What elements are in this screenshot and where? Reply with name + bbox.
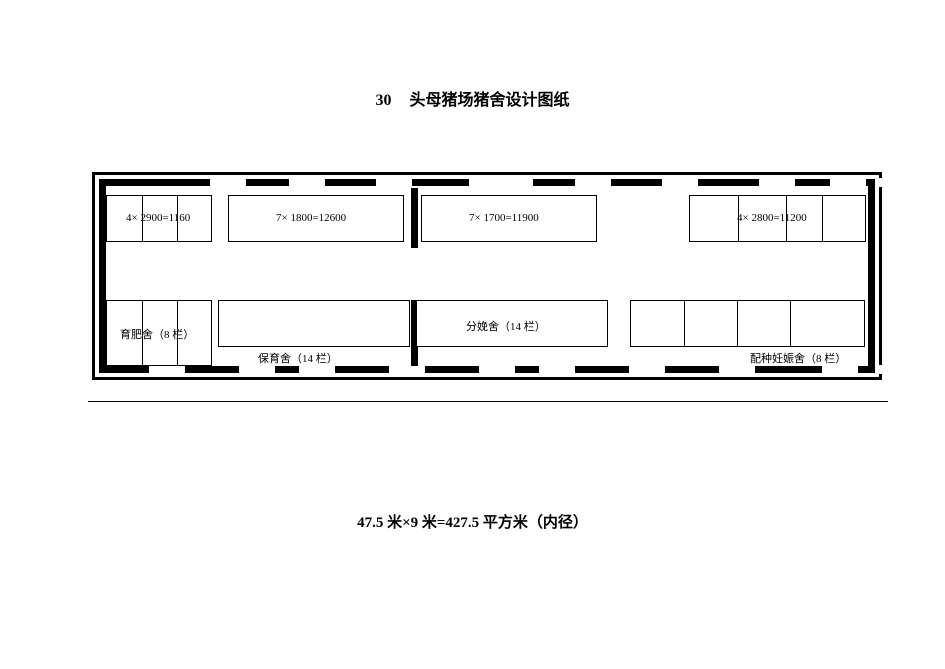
wall-gap — [376, 178, 412, 187]
wall-gap — [289, 178, 325, 187]
wall-strip — [99, 179, 106, 373]
wall-gap — [539, 365, 575, 374]
label-top-breeding: 4× 2800=11200 — [737, 212, 807, 224]
wall-gap — [875, 178, 911, 187]
wall-gap — [479, 365, 515, 374]
wall-gap — [575, 178, 611, 187]
wall-gap — [629, 365, 665, 374]
pen-divider — [790, 301, 791, 346]
page-title: 30 头母猪场猪舍设计图纸 — [0, 86, 945, 110]
section-bot-breeding — [630, 300, 865, 347]
wall-gap — [719, 365, 755, 374]
label-top-nursery: 7× 1800=12600 — [276, 212, 346, 224]
label-bot-farrowing: 分娩舍（14 栏） — [466, 318, 546, 334]
pen-divider — [822, 196, 823, 241]
wall-gap — [299, 365, 335, 374]
title-number: 30 — [375, 92, 391, 109]
label-bot-fattening: 育肥舍（8 栏） — [120, 326, 194, 342]
wall-gap — [497, 178, 533, 187]
wall-gap — [389, 365, 425, 374]
pen-divider — [684, 301, 685, 346]
wall-strip — [868, 179, 875, 373]
partition-p1 — [411, 188, 418, 248]
title-text: 头母猪场猪舍设计图纸 — [409, 92, 569, 109]
wall-gap — [239, 365, 275, 374]
wall-gap — [662, 178, 698, 187]
pen-divider — [737, 301, 738, 346]
wall-gap — [149, 365, 185, 374]
wall-gap — [210, 178, 246, 187]
label-bot-breeding: 配种妊娠舍（8 栏） — [750, 350, 846, 366]
divider-line — [88, 401, 888, 402]
subtitle-text: 47.5 米×9 米=427.5 平方米（内径） — [357, 515, 588, 531]
dimensions-subtitle: 47.5 米×9 米=427.5 平方米（内径） — [0, 511, 945, 532]
label-top-fattening: 4× 2900=1160 — [126, 212, 190, 224]
wall-gap — [830, 178, 866, 187]
wall-gap — [759, 178, 795, 187]
wall-gap — [822, 365, 858, 374]
label-bot-nursery: 保育舍（14 栏） — [258, 350, 338, 366]
section-bot-nursery — [218, 300, 410, 347]
wall-gap — [875, 365, 911, 374]
label-top-farrowing: 7× 1700=11900 — [469, 212, 539, 224]
